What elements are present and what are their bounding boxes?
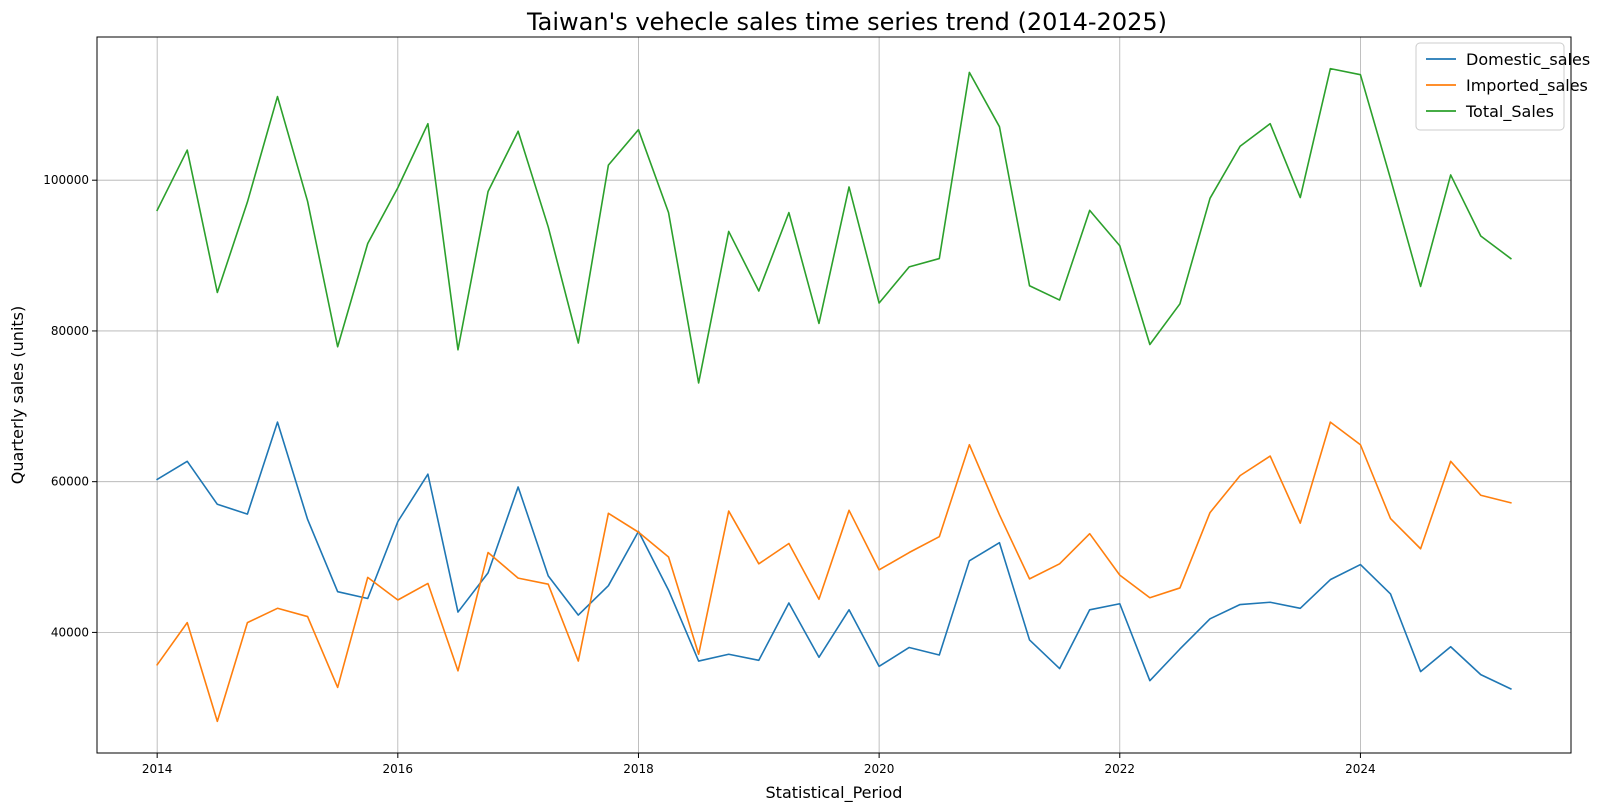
series-lines [156, 67, 1512, 723]
y-tick-label: 100000 [43, 173, 89, 187]
legend: Domestic_sales Imported_sales Total_Sales [1415, 42, 1590, 131]
axis-ticks: 2014 2016 2018 2020 2022 2024 40000 60000 80000 1… [43, 173, 1376, 776]
x-tick-label: 2016 [383, 762, 414, 776]
legend-label-imported-sales: Imported_sales [1466, 76, 1588, 96]
chart-title: Taiwan's vehecle sales time series trend… [526, 8, 1167, 36]
x-tick-label: 2018 [623, 762, 654, 776]
legend-label-domestic-sales: Domestic_sales [1466, 50, 1590, 70]
y-axis-title: Quarterly sales (units) [8, 306, 27, 484]
y-tick-label: 40000 [51, 625, 89, 639]
x-axis-title: Statistical_Period [766, 783, 903, 803]
series-line-imported-sales [156, 421, 1512, 723]
legend-frame [1415, 42, 1565, 131]
series-line-total-sales [156, 67, 1512, 384]
series-line-domestic-sales [156, 421, 1512, 691]
y-tick-label: 80000 [51, 324, 89, 338]
x-tick-label: 2024 [1345, 762, 1376, 776]
legend-entries: Domestic_sales Imported_sales Total_Sales [1426, 50, 1590, 122]
x-tick-label: 2014 [142, 762, 173, 776]
plot-frame [96, 36, 1572, 754]
y-tick-label: 60000 [51, 475, 89, 489]
x-tick-label: 2022 [1105, 762, 1136, 776]
legend-label-total-sales: Total_Sales [1465, 102, 1554, 122]
x-tick-label: 2020 [864, 762, 895, 776]
